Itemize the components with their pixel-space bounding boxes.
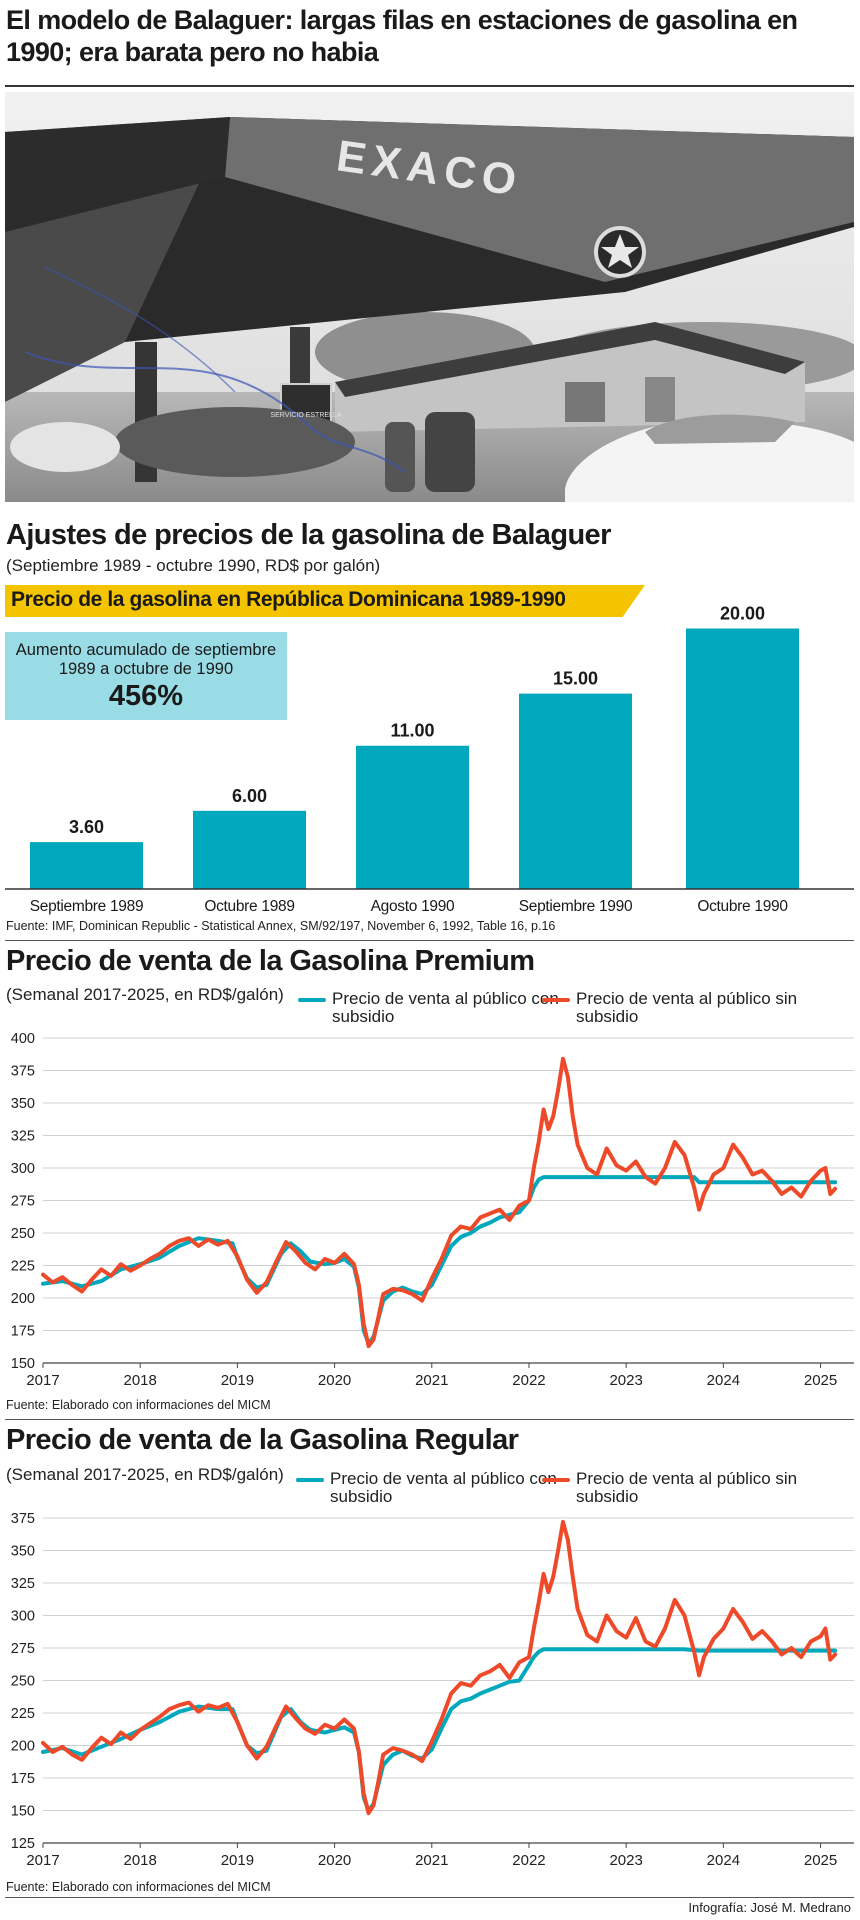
y-tick-label: 375	[11, 1064, 35, 1080]
series-line	[41, 1519, 838, 1816]
section3-source: Fuente: Elaborado con informaciones del …	[6, 1880, 271, 1894]
x-tick-label: 2020	[318, 1852, 351, 1869]
section3-rule	[5, 1897, 854, 1898]
section1-subtitle: (Septiembre 1989 - octubre 1990, RD$ por…	[6, 556, 381, 575]
x-tick-label: 2024	[707, 1852, 740, 1869]
section1-rule	[5, 940, 854, 941]
bar-value-label: 11.00	[390, 721, 434, 741]
bar	[30, 842, 143, 889]
y-tick-label: 175	[11, 1771, 35, 1787]
x-tick-label: Octubre 1990	[697, 898, 788, 915]
x-tick-label: 2017	[26, 1372, 59, 1389]
increase-callout: Aumento acumulado de septiembre 1989 a o…	[5, 632, 287, 720]
section3-title: Precio de venta de la Gasolina Regular	[6, 1424, 519, 1456]
callout-value: 456%	[108, 680, 184, 712]
gas-station-photo: EXACO SERVICIO ESTRELLA	[5, 92, 854, 502]
legend-swatch-red	[542, 998, 570, 1002]
x-tick-label: Septiembre 1990	[519, 898, 633, 915]
bar-value-label: 3.60	[69, 817, 104, 837]
y-tick-label: 200	[11, 1739, 35, 1755]
credit: Infografía: José M. Medrano	[688, 1900, 851, 1915]
x-tick-label: Septiembre 1989	[30, 898, 144, 915]
y-tick-label: 275	[11, 1641, 35, 1657]
section2-rule	[5, 1419, 854, 1420]
x-tick-label: Octubre 1989	[204, 898, 294, 915]
x-tick-label: 2020	[318, 1372, 351, 1389]
y-tick-label: 250	[11, 1674, 35, 1690]
series-line	[41, 1056, 838, 1349]
x-tick-label: 2023	[609, 1852, 642, 1869]
x-tick-label: 2019	[221, 1852, 254, 1869]
premium-line-chart: 150 175 200 225 250 275 300 325 350 375 400 2017 201…	[11, 1031, 854, 1389]
legend-label-subsidy: Precio de venta al público con subsidio	[330, 1469, 557, 1506]
headline: El modelo de Balaguer: largas filas en e…	[6, 5, 798, 67]
section2-subtitle: (Semanal 2017-2025, en RD$/galón)	[6, 985, 284, 1004]
headline-rule	[5, 85, 854, 87]
bar	[519, 693, 632, 889]
x-tick-label: 2022	[512, 1852, 545, 1869]
y-tick-label: 375	[11, 1511, 35, 1527]
y-tick-label: 400	[11, 1031, 35, 1047]
y-tick-label: 350	[11, 1096, 35, 1112]
y-tick-label: 150	[11, 1356, 35, 1372]
x-tick-label: 2017	[26, 1852, 59, 1869]
y-tick-label: 225	[11, 1706, 35, 1722]
regular-line-chart: 125 150 175 200 225 250 275 300 325 350 375 2017 201…	[11, 1511, 854, 1869]
chart1-banner-text: Precio de la gasolina en República Domin…	[11, 588, 566, 611]
bar-value-label: 6.00	[232, 786, 267, 806]
y-tick-label: 275	[11, 1194, 35, 1210]
y-tick-label: 300	[11, 1609, 35, 1625]
legend-label-subsidy: Precio de venta al público con subsidio	[332, 989, 559, 1026]
y-tick-label: 300	[11, 1161, 35, 1177]
bar	[193, 810, 306, 889]
callout-text: Aumento acumulado de septiembre 1989 a o…	[15, 641, 277, 678]
y-tick-label: 250	[11, 1226, 35, 1242]
section2-title: Precio de venta de la Gasolina Premium	[6, 945, 535, 977]
y-tick-label: 225	[11, 1259, 35, 1275]
bar-value-label: 15.00	[553, 669, 598, 689]
x-tick-label: 2021	[415, 1852, 448, 1869]
x-tick-label: 2021	[415, 1372, 448, 1389]
legend-label-nosubsidy: Precio de venta al público sin subsidio	[576, 989, 798, 1026]
x-tick-label: 2022	[512, 1372, 545, 1389]
legend-swatch-teal	[296, 1478, 324, 1482]
legend-label-nosubsidy: Precio de venta al público sin subsidio	[576, 1469, 798, 1506]
y-tick-label: 150	[11, 1804, 35, 1820]
y-tick-label: 325	[11, 1576, 35, 1592]
section2-source: Fuente: Elaborado con informaciones del …	[6, 1398, 271, 1412]
section1-source: Fuente: IMF, Dominican Republic - Statis…	[6, 919, 556, 933]
y-tick-label: 125	[11, 1836, 35, 1852]
chart1-banner: Precio de la gasolina en República Domin…	[5, 585, 645, 617]
x-tick-label: 2019	[221, 1372, 254, 1389]
y-tick-label: 175	[11, 1324, 35, 1340]
x-tick-label: 2018	[124, 1372, 157, 1389]
x-tick-label: 2025	[804, 1372, 837, 1389]
legend-swatch-red	[542, 1478, 570, 1482]
section3-subtitle: (Semanal 2017-2025, en RD$/galón)	[6, 1465, 284, 1484]
bar-chart: 3.60 Septiembre 1989 6.00 Octubre 1989 11.00…	[5, 604, 854, 915]
y-tick-label: 350	[11, 1544, 35, 1560]
x-tick-label: Agosto 1990	[371, 898, 455, 915]
station-sign-text: SERVICIO ESTRELLA	[270, 412, 341, 419]
bar	[686, 628, 799, 889]
x-tick-label: 2018	[124, 1852, 157, 1869]
x-tick-label: 2024	[707, 1372, 740, 1389]
bar	[356, 745, 469, 889]
x-tick-label: 2025	[804, 1852, 837, 1869]
section1-title: Ajustes de precios de la gasolina de Bal…	[6, 519, 611, 551]
legend-swatch-teal	[298, 998, 326, 1002]
bar-value-label: 20.00	[720, 604, 765, 624]
y-tick-label: 200	[11, 1291, 35, 1307]
y-tick-label: 325	[11, 1129, 35, 1145]
x-tick-label: 2023	[609, 1372, 642, 1389]
